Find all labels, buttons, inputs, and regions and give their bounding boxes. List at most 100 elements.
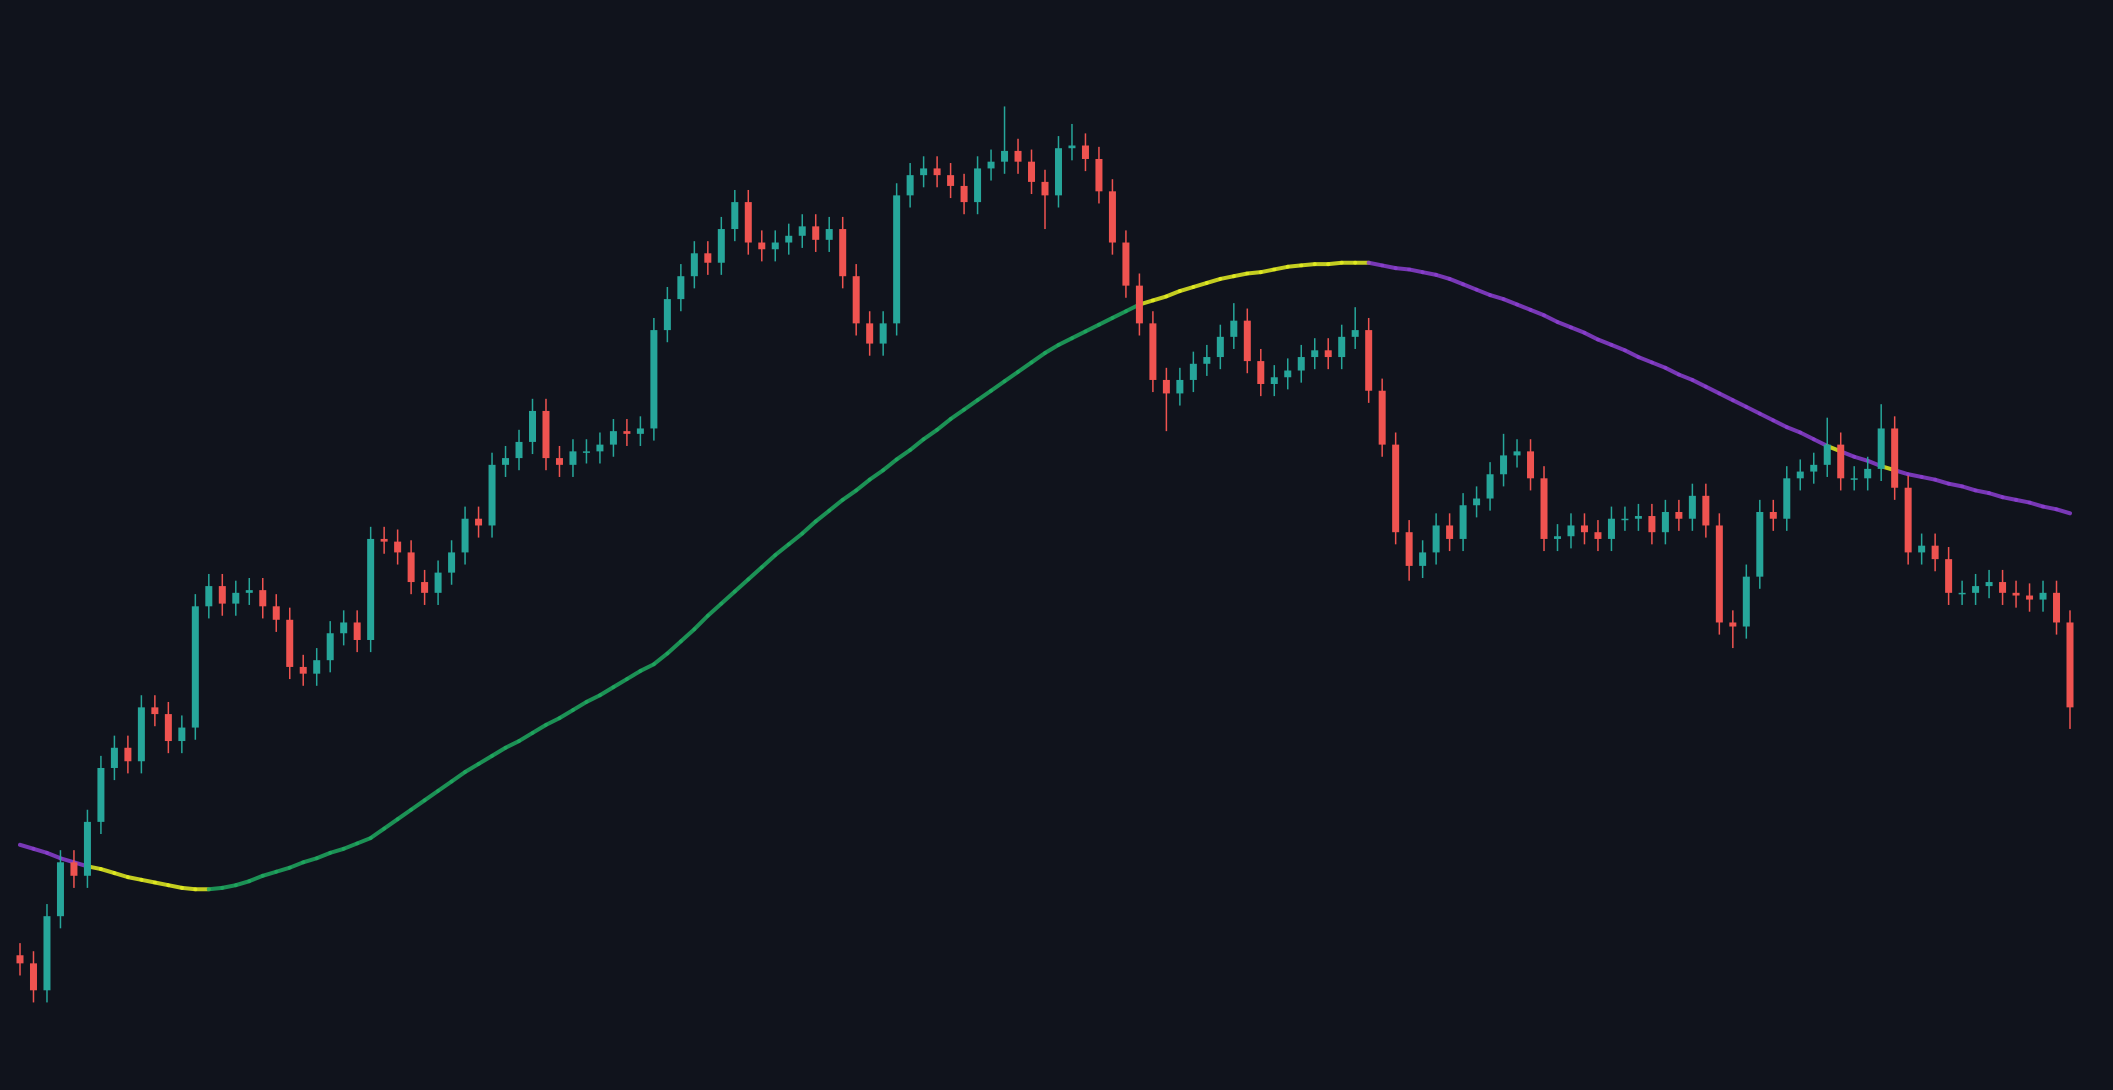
- candle-body: [650, 330, 658, 429]
- ma-segment: [220, 883, 238, 890]
- candle-body: [690, 253, 698, 277]
- ma-segment: [1191, 280, 1209, 289]
- ma-segment: [328, 846, 346, 855]
- ma-segment: [179, 885, 198, 892]
- candle-body: [1958, 592, 1966, 595]
- ma-segment: [1461, 282, 1479, 292]
- candle-body: [1796, 471, 1804, 479]
- ma-segment: [395, 807, 414, 822]
- ma-segment: [1676, 372, 1695, 382]
- candle-body: [1729, 622, 1737, 627]
- ma-segment: [2054, 507, 2072, 516]
- candle-body: [70, 862, 78, 876]
- candle-body: [1756, 511, 1764, 577]
- ma-segment: [463, 761, 481, 775]
- candle-body: [1877, 428, 1885, 469]
- candle-body: [245, 590, 253, 593]
- ma-segment: [651, 651, 670, 667]
- candle-body: [1068, 145, 1076, 149]
- candle-body: [933, 168, 941, 176]
- candle-body: [1850, 478, 1858, 480]
- candle-body: [191, 606, 199, 728]
- candle-body: [1972, 586, 1980, 593]
- candle-body: [1122, 242, 1130, 286]
- ma-segment: [382, 817, 400, 831]
- ma-segment: [1703, 384, 1722, 396]
- candle-body: [582, 451, 590, 453]
- ma-segment: [908, 437, 926, 453]
- candle-body: [1311, 350, 1319, 358]
- candle-body: [16, 955, 24, 964]
- candle-body: [1270, 377, 1278, 384]
- ma-segment: [2041, 504, 2059, 512]
- candle-body: [353, 622, 361, 640]
- candle-body: [812, 226, 820, 240]
- ma-segment: [1083, 322, 1101, 334]
- candle-body: [232, 592, 240, 604]
- ma-segment: [975, 388, 994, 403]
- ma-segment: [1474, 287, 1493, 298]
- candle-body: [704, 253, 712, 263]
- candle-body: [29, 963, 37, 991]
- candle-body: [744, 202, 752, 243]
- ma-segment: [1582, 330, 1600, 342]
- ma-segment: [1515, 302, 1533, 312]
- candle-body: [879, 323, 887, 344]
- candle-body: [663, 299, 671, 331]
- ma-segment: [58, 856, 76, 865]
- candle-body: [1446, 525, 1454, 539]
- ma-segment: [894, 448, 913, 462]
- ma-segment: [1407, 267, 1425, 275]
- ma-segment: [1420, 270, 1439, 277]
- ma-segment: [1973, 488, 1992, 496]
- candle-body: [569, 451, 577, 465]
- candle-body: [97, 767, 105, 822]
- ma-segment: [1258, 267, 1277, 275]
- ma-segment: [570, 699, 589, 713]
- ma-segment: [517, 730, 535, 744]
- ma-segment: [1366, 260, 1385, 268]
- candle-body: [1621, 518, 1629, 521]
- candle-body: [394, 541, 402, 553]
- ma-segment: [1919, 474, 1938, 482]
- candle-body: [448, 552, 456, 573]
- candle-body: [1028, 161, 1036, 182]
- ma-segment: [1043, 342, 1061, 356]
- candle-body: [502, 458, 510, 465]
- candle-body: [2066, 622, 2074, 708]
- ma-segment: [1933, 477, 1951, 486]
- ma-segment: [665, 639, 683, 656]
- ma-segment: [827, 497, 845, 513]
- candle-body: [636, 428, 644, 434]
- ma-segment: [1204, 276, 1223, 285]
- candle-body: [906, 175, 914, 196]
- ma-segment: [1609, 342, 1627, 353]
- candle-body: [785, 235, 793, 243]
- ma-segment: [503, 739, 522, 750]
- ma-segment: [422, 788, 441, 803]
- candle-body: [488, 464, 496, 526]
- ma-segment: [1717, 391, 1735, 403]
- ma-segment: [881, 457, 899, 473]
- ma-segment: [1960, 484, 1978, 493]
- candle-body: [1675, 511, 1683, 519]
- ma-segment: [1069, 329, 1088, 341]
- ma-segment: [1730, 398, 1749, 409]
- candle-body: [2026, 595, 2034, 600]
- ma-segment: [1649, 360, 1668, 370]
- ma-segment: [2000, 495, 2019, 502]
- candle-body: [1419, 552, 1427, 566]
- ma-segment: [44, 850, 63, 861]
- ma-segment: [840, 488, 859, 502]
- ma-segment: [1744, 404, 1762, 416]
- candle-body: [893, 195, 901, 324]
- candle-body: [1904, 487, 1912, 553]
- candle-body: [164, 714, 172, 742]
- candle-body: [974, 168, 982, 203]
- ma-segment: [1946, 481, 1965, 489]
- candle-body: [555, 458, 563, 465]
- ma-segment: [867, 468, 886, 482]
- ma-segment: [746, 565, 764, 582]
